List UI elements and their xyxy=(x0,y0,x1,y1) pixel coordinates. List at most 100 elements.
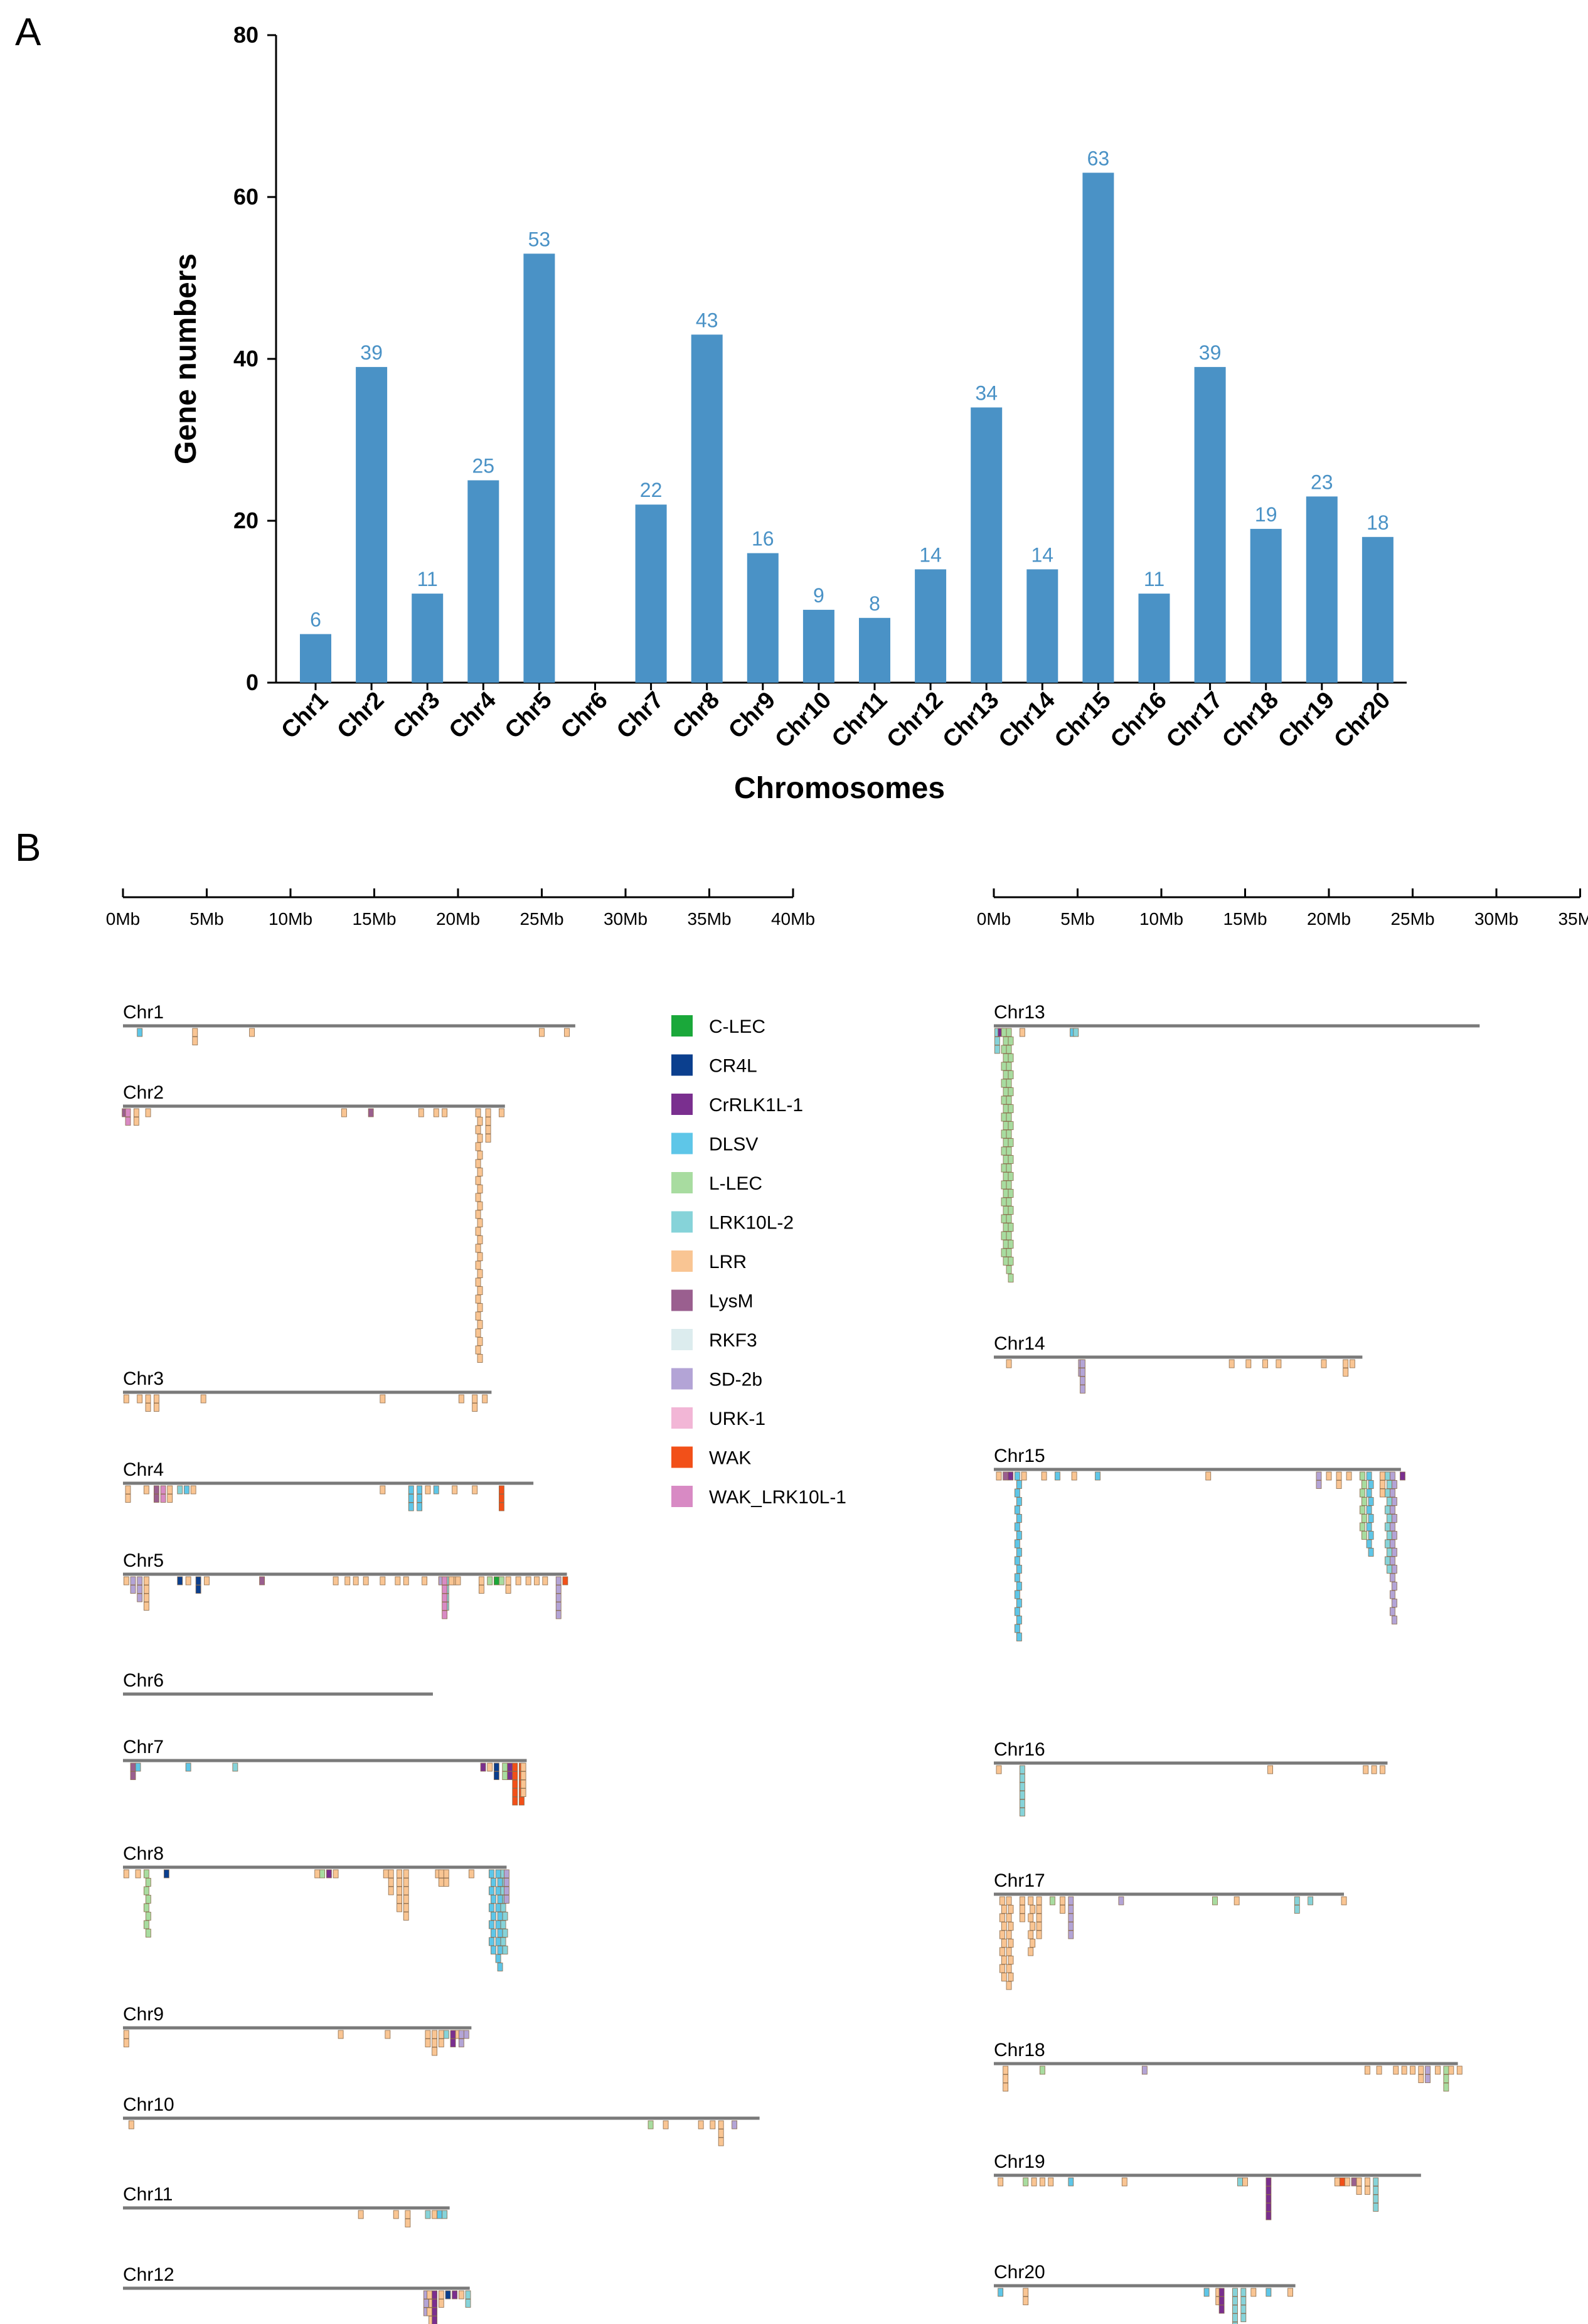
gene-marker-lrr xyxy=(475,1176,481,1185)
gene-marker-cr4l xyxy=(195,1585,201,1594)
gene-marker-lrk10l-2 xyxy=(1385,1505,1390,1515)
gene-marker-lrr xyxy=(403,1878,409,1887)
gene-marker-lrr xyxy=(422,1576,427,1586)
chromosome-chr10: Chr10 xyxy=(123,2094,760,2146)
gene-marker-dlsv xyxy=(495,1903,501,1912)
gene-marker-lrr xyxy=(1267,1765,1273,1774)
bar-value-label: 19 xyxy=(1255,503,1277,526)
x-tick-label: Chr15 xyxy=(1050,687,1116,754)
gene-marker-lrr xyxy=(380,1394,386,1404)
gene-marker-lrr xyxy=(1028,1913,1034,1922)
gene-marker-lrr xyxy=(1371,1765,1377,1774)
gene-marker-lrk10l-2 xyxy=(1385,1488,1390,1498)
gene-marker-lrr xyxy=(996,1471,1002,1481)
gene-marker-dlsv xyxy=(489,1920,494,1929)
gene-marker-lrr xyxy=(438,2039,444,2047)
gene-marker-lrr xyxy=(520,1762,526,1772)
gene-marker-l-lec xyxy=(1001,1197,1007,1207)
gene-marker-l-lec xyxy=(1008,1121,1014,1130)
gene-marker-dlsv xyxy=(497,1946,503,1954)
bar-value-label: 63 xyxy=(1087,147,1110,169)
gene-marker-l-lec xyxy=(1006,1112,1012,1122)
gene-marker-l-lec xyxy=(1008,1037,1014,1045)
gene-marker-lrr xyxy=(1376,2065,1382,2075)
gene-marker-cr4l xyxy=(177,1576,183,1586)
gene-marker-crrlk1l-1 xyxy=(452,2290,458,2300)
gene-marker-l-lec xyxy=(502,1771,508,1780)
gene-marker-lrr xyxy=(1380,1765,1385,1774)
x-tick-label: Chr11 xyxy=(827,687,892,752)
gene-marker-wak-lrk10l-1 xyxy=(125,1108,131,1117)
chromosome-label: Chr3 xyxy=(123,1368,164,1389)
gene-marker-wak xyxy=(499,1494,504,1503)
gene-marker-lrr xyxy=(438,1869,444,1879)
legend-swatch-cr4l xyxy=(671,1054,693,1076)
gene-marker-sd-2b xyxy=(1080,1385,1085,1394)
gene-marker-l-lec xyxy=(1359,1522,1365,1532)
gene-marker-lrr xyxy=(475,1345,481,1355)
gene-marker-lrr xyxy=(123,1576,129,1586)
gene-marker-l-lec xyxy=(502,1762,508,1772)
gene-marker-sd-2b xyxy=(555,1576,562,1586)
gene-marker-lrr xyxy=(1001,1956,1007,1964)
gene-marker-l-lec xyxy=(1003,1257,1009,1266)
gene-marker-lrk10l-2 xyxy=(465,2290,471,2300)
gene-marker-sd-2b xyxy=(1392,1480,1397,1489)
gene-marker-lrk10l-2 xyxy=(1019,1774,1025,1783)
gene-marker-dlsv xyxy=(408,1494,414,1503)
chromosome-chr19: Chr19 xyxy=(994,2151,1421,2220)
gene-marker-lrk10l-2 xyxy=(1240,2296,1247,2305)
gene-marker-lrr xyxy=(1030,1905,1036,1914)
gene-marker-wak-lrk10l-1 xyxy=(160,1485,166,1495)
gene-marker-dlsv xyxy=(491,1895,496,1904)
bar-value-label: 53 xyxy=(528,228,551,250)
gene-marker-sd-2b xyxy=(1316,1480,1322,1489)
gene-marker-sd-2b xyxy=(1068,1896,1074,1906)
gene-marker-lrk10l-2 xyxy=(177,1485,183,1495)
gene-marker-l-lec xyxy=(143,1903,149,1912)
gene-marker-sd-2b xyxy=(1068,1905,1074,1914)
gene-marker-dlsv xyxy=(495,1869,501,1879)
gene-marker-sd-2b xyxy=(1392,1565,1397,1574)
gene-marker-l-lec xyxy=(487,1576,493,1586)
gene-marker-sd-2b xyxy=(1068,1922,1074,1931)
gene-marker-lrr xyxy=(999,1896,1005,1906)
bar-series xyxy=(300,173,1393,683)
legend-swatch-lysm xyxy=(671,1289,693,1311)
gene-marker-lrr xyxy=(999,1947,1005,1956)
x-tick-label: Chr4 xyxy=(444,687,501,744)
gene-marker-sd-2b xyxy=(423,2299,429,2308)
bar-chr1 xyxy=(300,634,331,683)
gene-marker-lrr xyxy=(1006,1947,1012,1956)
chromosome-label: Chr6 xyxy=(123,1670,164,1691)
gene-marker-wak-lrk10l-1 xyxy=(442,1610,448,1619)
gene-marker-dlsv xyxy=(497,1912,503,1921)
bar-chart-axes xyxy=(267,34,1407,690)
gene-marker-l-lec xyxy=(1003,1087,1009,1096)
gene-marker-l-lec xyxy=(1003,1189,1009,1198)
gene-marker-lrr xyxy=(998,2177,1004,2187)
gene-marker-dlsv xyxy=(408,1502,414,1511)
gene-marker-sd-2b xyxy=(555,1602,562,1611)
gene-marker-lrr xyxy=(477,1202,483,1210)
gene-marker-wak xyxy=(1339,2177,1345,2187)
gene-marker-lrr xyxy=(432,2039,438,2047)
gene-marker-lrk10l-2 xyxy=(1232,2321,1238,2324)
gene-marker-lysm xyxy=(153,1485,159,1495)
gene-marker-lrr xyxy=(143,1576,149,1586)
gene-marker-lrr xyxy=(185,1576,191,1586)
scale-tick-label: 15Mb xyxy=(352,909,396,929)
gene-marker-lrr xyxy=(380,1485,386,1495)
gene-marker-cr4l xyxy=(164,1869,169,1879)
gene-marker-lrr xyxy=(438,2290,444,2300)
gene-marker-lrk10l-2 xyxy=(425,2210,431,2219)
gene-marker-crrlk1l-1 xyxy=(1266,2203,1272,2212)
gene-marker-lrr xyxy=(475,1210,481,1219)
legend-swatch-rkf3 xyxy=(671,1329,693,1350)
chromosome-label: Chr12 xyxy=(123,2264,174,2285)
gene-marker-l-lec xyxy=(1001,1248,1007,1257)
gene-marker-dlsv xyxy=(491,1946,496,1954)
gene-marker-lrk10l-2 xyxy=(1387,1497,1392,1506)
gene-marker-crrlk1l-1 xyxy=(326,1869,332,1879)
gene-marker-l-lec xyxy=(1003,1104,1009,1113)
